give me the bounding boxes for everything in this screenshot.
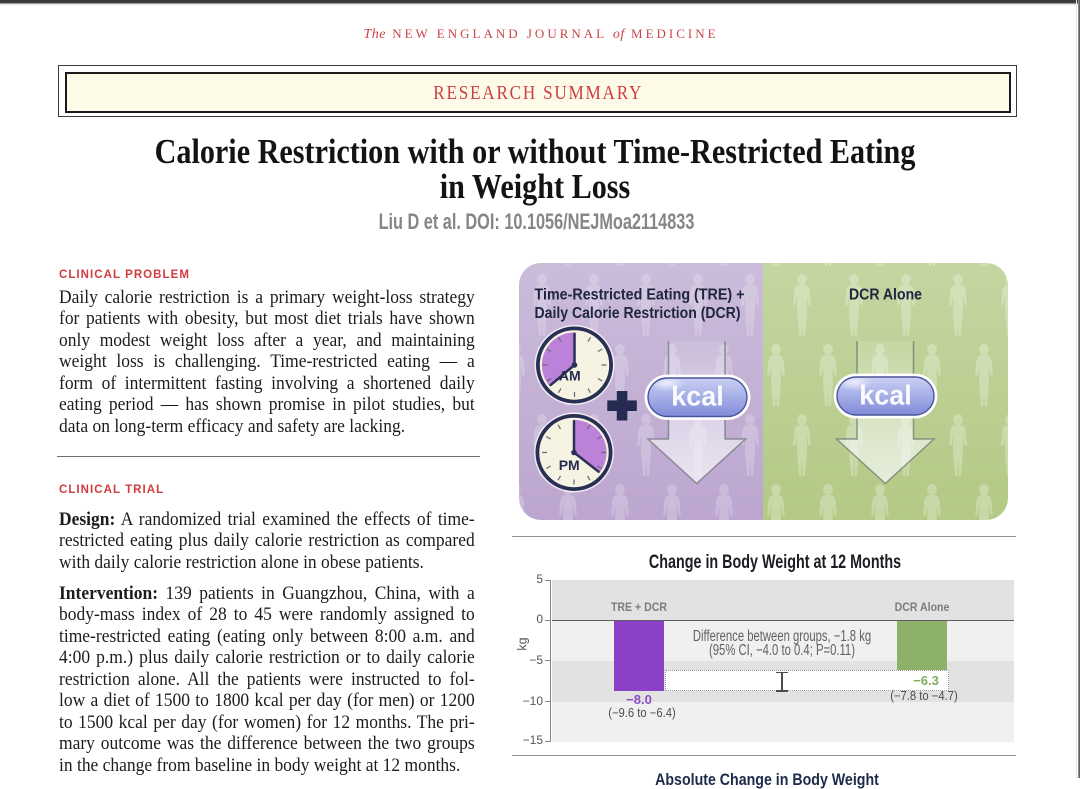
svg-text:Time-Restricted Eating (TRE) +: Time-Restricted Eating (TRE) + xyxy=(535,287,745,304)
svg-text:Daily Calorie Restriction (DCR: Daily Calorie Restriction (DCR) xyxy=(535,305,741,322)
svg-text:kcal: kcal xyxy=(859,380,912,411)
svg-text:DCR Alone: DCR Alone xyxy=(849,287,922,304)
svg-text:kcal: kcal xyxy=(671,381,724,412)
svg-text:PM: PM xyxy=(559,457,580,473)
svg-text:AM: AM xyxy=(559,368,581,384)
